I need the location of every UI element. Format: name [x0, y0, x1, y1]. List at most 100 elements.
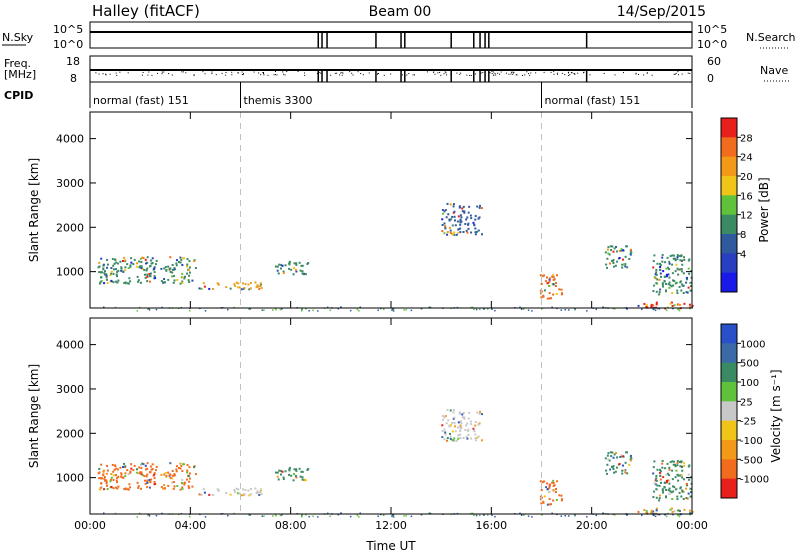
- scatter-cell: [124, 269, 127, 272]
- scatter-cell: [181, 478, 184, 481]
- scatter-cell: [173, 267, 176, 270]
- colorbar-tick-label: -25: [740, 417, 756, 428]
- nave-dot: [439, 71, 441, 73]
- scatter-cell: [110, 270, 113, 273]
- scatter-cell: [403, 515, 405, 517]
- scatter-cell: [626, 472, 629, 475]
- scatter-cell: [123, 487, 126, 490]
- nave-dot: [231, 71, 233, 73]
- scatter-cell: [666, 462, 669, 465]
- scatter-cell: [527, 309, 530, 311]
- scatter-cell: [247, 489, 250, 492]
- scatter-cell: [249, 308, 251, 310]
- scatter-cell: [281, 514, 283, 516]
- scatter-cell: [106, 282, 109, 285]
- scatter-cell: [139, 257, 142, 260]
- scatter-cell: [681, 469, 684, 472]
- scatter-cell: [469, 420, 472, 423]
- nsearch-label: N.Search: [746, 31, 796, 44]
- scatter-cell: [552, 479, 555, 482]
- colorbar-cell: [721, 176, 737, 196]
- nave-dot: [414, 74, 416, 76]
- scatter-cell: [100, 485, 103, 488]
- scatter-cell: [140, 266, 143, 269]
- velocity-plot-area: [90, 318, 692, 514]
- scatter-cell: [680, 495, 683, 498]
- scatter-cell: [474, 231, 477, 234]
- x-axis-label: Time UT: [365, 539, 416, 553]
- scatter-cell: [607, 458, 610, 461]
- scatter-cell: [681, 489, 684, 492]
- nave-dot: [151, 74, 153, 76]
- nave-dot: [638, 73, 640, 75]
- colorbar-cell: [721, 195, 737, 216]
- scatter-cell: [288, 473, 291, 476]
- scatter-cell: [548, 277, 551, 280]
- scatter-cell: [553, 278, 556, 281]
- scatter-cell: [463, 210, 466, 213]
- scatter-cell: [658, 291, 661, 294]
- x-tick-label: 00:00: [676, 519, 708, 532]
- scatter-cell: [183, 483, 186, 486]
- scatter-cell: [465, 218, 468, 221]
- nave-dot: [497, 72, 499, 74]
- nsearch-tick-bottom: 10^0: [697, 38, 727, 51]
- scatter-cell: [677, 479, 680, 482]
- scatter-cell: [105, 276, 108, 279]
- scatter-cell: [186, 258, 189, 261]
- scatter-cell: [126, 263, 129, 266]
- nave-dot: [116, 74, 118, 76]
- scatter-cell: [678, 309, 681, 312]
- colorbar-cell: [721, 118, 737, 138]
- scatter-cell: [463, 417, 466, 420]
- scatter-cell: [466, 437, 469, 440]
- nave-dot: [408, 73, 410, 75]
- scatter-cell: [280, 267, 283, 270]
- scatter-cell: [653, 254, 656, 257]
- scatter-cell: [473, 430, 476, 433]
- nave-dot: [689, 72, 691, 74]
- scatter-cell: [689, 491, 692, 494]
- scatter-cell: [293, 267, 296, 270]
- scatter-cell: [449, 435, 452, 438]
- colorbar-tick-label: 12: [740, 211, 753, 222]
- scatter-cell: [678, 308, 680, 310]
- scatter-cell: [275, 308, 277, 311]
- nave-dot: [276, 74, 278, 76]
- scatter-cell: [280, 263, 283, 266]
- scatter-cell: [168, 473, 171, 476]
- scatter-cell: [662, 476, 665, 479]
- scatter-cell: [192, 466, 195, 469]
- scatter-cell: [102, 263, 105, 266]
- nave-dot: [426, 71, 428, 73]
- scatter-cell: [676, 267, 679, 270]
- scatter-cell: [479, 204, 482, 207]
- scatter-cell: [116, 487, 119, 490]
- scatter-cell: [474, 227, 477, 230]
- scatter-cell: [129, 470, 132, 473]
- cpid-strip: CPID normal (fast) 151 themis 3300 normal …: [4, 82, 693, 108]
- scatter-cell: [605, 472, 608, 475]
- colorbar-cell: [721, 382, 737, 402]
- scatter-cell: [624, 265, 627, 268]
- nave-tick-bottom: 0: [707, 72, 714, 85]
- scatter-cell: [148, 486, 151, 489]
- scatter-cell: [105, 273, 108, 276]
- scatter-cell: [457, 215, 460, 218]
- colorbar-tick-label: -100: [740, 436, 763, 447]
- scatter-cell: [203, 491, 206, 494]
- scatter-cell: [260, 492, 263, 495]
- scatter-cell: [163, 484, 166, 487]
- scatter-cell: [146, 273, 149, 276]
- scatter-cell: [182, 463, 185, 466]
- scatter-cell: [154, 276, 157, 279]
- scatter-cell: [658, 307, 661, 310]
- scatter-cell: [249, 281, 252, 284]
- scatter-cell: [614, 470, 617, 473]
- scatter-cell: [548, 483, 551, 486]
- nave-label: Nave: [760, 64, 788, 77]
- nave-dot: [377, 73, 379, 75]
- scatter-cell: [606, 257, 609, 260]
- scatter-cell: [689, 281, 692, 284]
- scatter-cell: [284, 470, 287, 473]
